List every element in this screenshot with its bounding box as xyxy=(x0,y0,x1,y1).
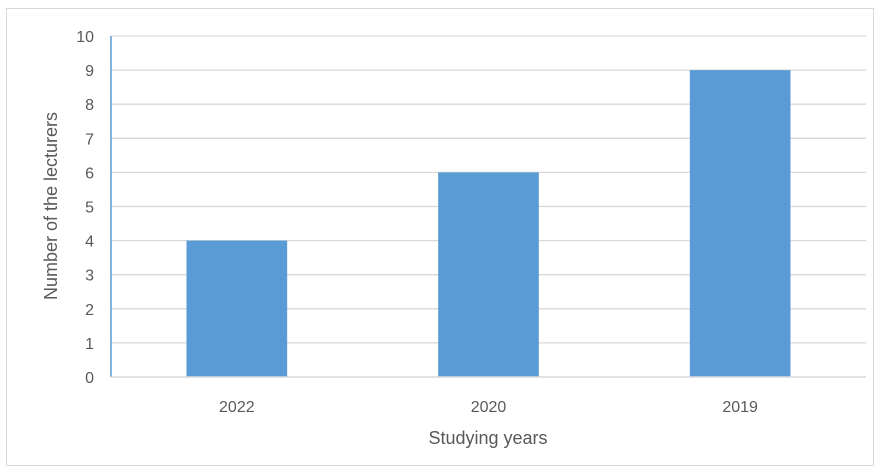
y-tick-label: 0 xyxy=(85,370,94,387)
y-tick-label: 2 xyxy=(85,302,94,319)
x-tick-label: 2019 xyxy=(722,399,758,416)
y-tick-label: 9 xyxy=(85,63,94,80)
y-tick-label: 10 xyxy=(76,29,94,46)
y-tick-label: 1 xyxy=(85,336,94,353)
x-tick-label: 2022 xyxy=(219,399,255,416)
bar xyxy=(689,70,791,377)
x-tick-labels: 2022 2020 2019 xyxy=(219,399,758,416)
bars xyxy=(186,70,791,377)
y-tick-label: 5 xyxy=(85,200,94,217)
y-tick-label: 4 xyxy=(85,234,94,251)
x-tick-label: 2020 xyxy=(471,399,507,416)
axes xyxy=(110,36,866,378)
x-axis-title: Studying years xyxy=(428,428,547,448)
y-tick-label: 8 xyxy=(85,97,94,114)
bar xyxy=(186,240,288,377)
y-tick-label: 7 xyxy=(85,131,94,148)
y-tick-label: 3 xyxy=(85,268,94,285)
y-axis-title: Number of the lecturers xyxy=(41,112,61,300)
y-tick-label: 6 xyxy=(85,165,94,182)
bar xyxy=(438,172,539,377)
y-tick-labels: 0 1 2 3 4 5 6 7 8 9 10 xyxy=(76,29,94,387)
